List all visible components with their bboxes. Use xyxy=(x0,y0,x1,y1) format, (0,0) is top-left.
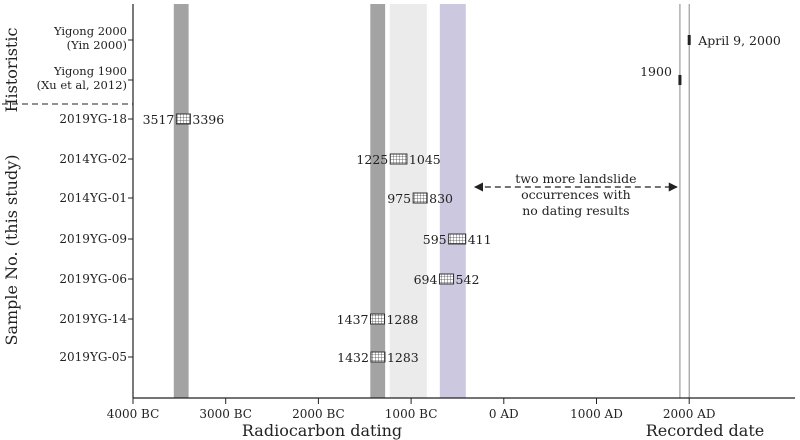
sample-range-start: 595 xyxy=(423,232,447,247)
historic-mark xyxy=(678,75,682,85)
sample-range-start: 3517 xyxy=(143,112,175,127)
sample-range-start: 975 xyxy=(387,191,411,206)
sample-row-label: 2019YG-06 xyxy=(59,272,127,286)
sample-range-end: 411 xyxy=(468,232,492,247)
sample-row-label: 2014YG-01 xyxy=(59,191,127,205)
historic-annotation-1900: 1900 xyxy=(640,64,672,79)
sample-row-label: 2019YG-09 xyxy=(59,232,127,246)
annotation-line-1: two more landslide xyxy=(515,171,636,186)
historic-row-label: Yigong 2000 xyxy=(53,24,127,38)
sample-range-end: 1283 xyxy=(387,350,419,365)
sample-row-label: 2019YG-05 xyxy=(59,350,127,364)
x-axis-title-recorded: Recorded date xyxy=(646,421,764,440)
event-band-4 xyxy=(439,4,466,398)
sample-range-end: 1288 xyxy=(386,312,418,327)
sample-range-box xyxy=(412,192,428,204)
sample-range-box xyxy=(448,233,467,245)
sample-range-end: 1045 xyxy=(409,152,441,167)
historic-row-label-ref: (Yin 2000) xyxy=(67,38,127,52)
sample-range-box xyxy=(389,153,408,165)
sample-range-box xyxy=(369,313,385,325)
sample-range-box xyxy=(438,273,455,285)
event-band-1 xyxy=(173,4,189,398)
x-tick-label: 1000 AD xyxy=(570,407,623,421)
sample-range-start: 1225 xyxy=(356,152,388,167)
chart-axes xyxy=(2,4,795,404)
sample-range-box xyxy=(370,351,386,363)
sample-row-label: 2019YG-14 xyxy=(59,312,127,326)
sample-row-label: 2019YG-18 xyxy=(59,112,127,126)
x-tick-label: 2000 AD xyxy=(663,407,716,421)
sample-range-start: 1437 xyxy=(337,312,369,327)
chart-marks xyxy=(175,35,691,363)
x-tick-label: 1000 BC xyxy=(385,407,438,421)
x-tick-label: 2000 BC xyxy=(292,407,345,421)
annotation-line-2: occurrences with xyxy=(521,187,631,202)
sample-range-start: 694 xyxy=(414,272,438,287)
sample-range-end: 3396 xyxy=(192,112,224,127)
x-tick-label: 0 AD xyxy=(489,407,519,421)
x-tick-label: 4000 BC xyxy=(107,407,160,421)
annotation-line-3: no dating results xyxy=(522,203,629,218)
sample-range-box xyxy=(175,113,191,125)
sample-range-end: 542 xyxy=(456,272,480,287)
x-tick-label: 3000 BC xyxy=(199,407,252,421)
historic-row-label-ref: (Xu et al, 2012) xyxy=(37,78,127,92)
historic-mark xyxy=(687,35,691,45)
y-group-label-historistic: Historistic xyxy=(2,28,21,113)
event-band-2 xyxy=(370,4,386,398)
x-axis-title-radiocarbon: Radiocarbon dating xyxy=(242,421,402,440)
chart-labels: 4000 BC 3000 BC 2000 BC 1000 BC 0 AD 1000 AD 2… xyxy=(2,24,781,440)
historic-annotation-2000: April 9, 2000 xyxy=(697,33,781,48)
sample-range-end: 830 xyxy=(429,191,453,206)
sample-range-start: 1432 xyxy=(337,350,369,365)
sample-row-label: 2014YG-02 xyxy=(59,152,127,166)
historic-row-label: Yigong 1900 xyxy=(53,64,127,78)
y-group-label-samples: Sample No. (this study) xyxy=(2,155,21,346)
event-bands xyxy=(173,4,466,398)
